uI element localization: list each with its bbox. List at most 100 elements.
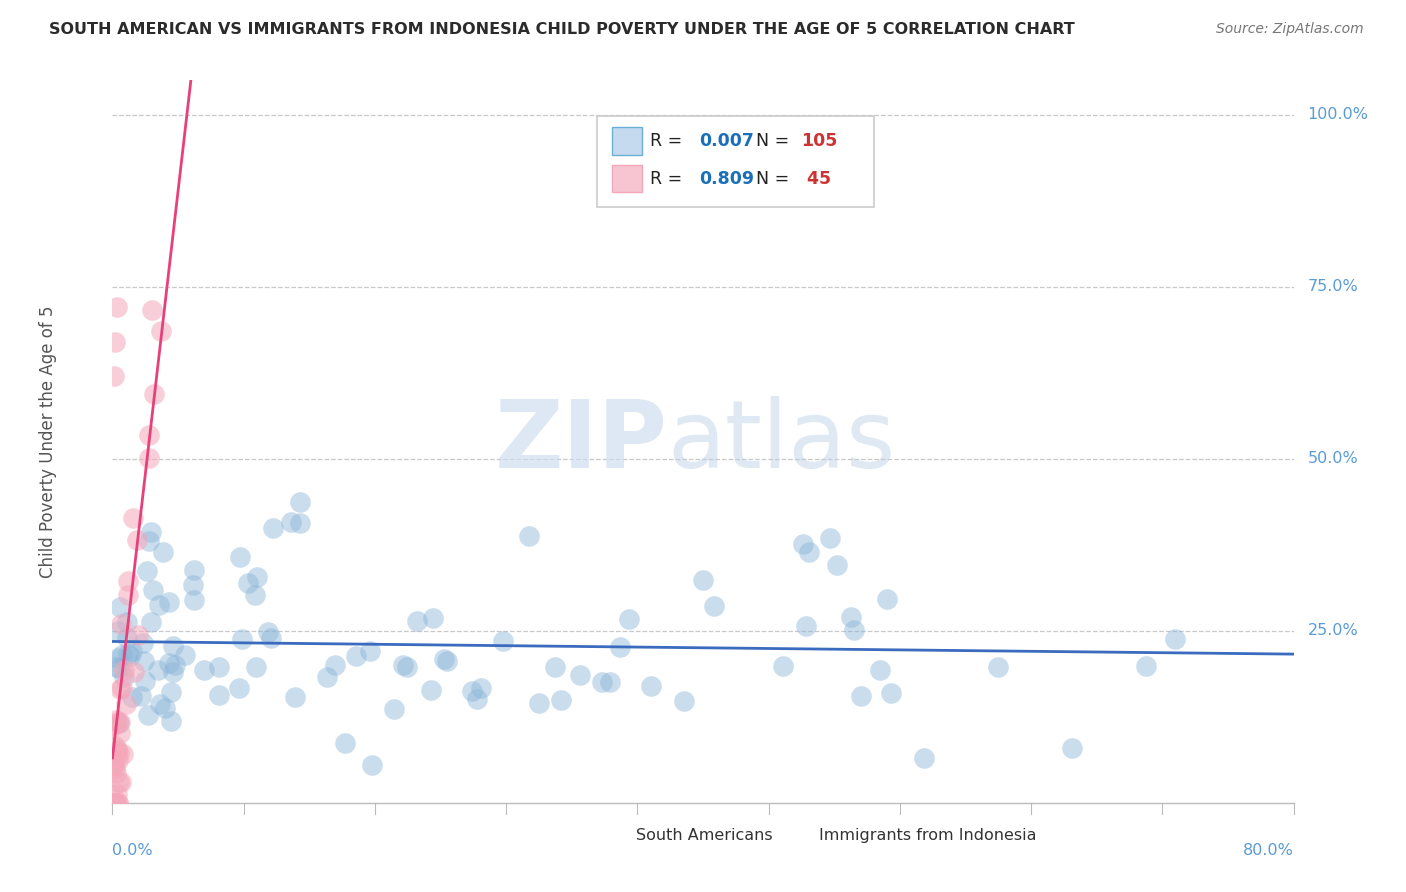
Point [121,690,143,704]
Point [259,631,281,645]
Bar [612,165,641,193]
Point [141,615,163,629]
Point [105,796,128,810]
Point [117,647,139,661]
Text: Child Poverty Under the Age of 5: Child Poverty Under the Age of 5 [38,305,56,578]
Point [174,648,197,662]
Point [208,688,231,702]
Point [987,659,1010,673]
Point [107,775,129,789]
Point [323,658,346,673]
Point [1164,632,1187,647]
Point [138,427,160,442]
Point [108,682,131,697]
Point [127,628,149,642]
Point [103,791,125,805]
Point [157,657,180,671]
Point [236,576,259,591]
Point [118,648,141,663]
Point [117,615,139,629]
Text: Source: ZipAtlas.com: Source: ZipAtlas.com [1216,22,1364,37]
Point [103,757,125,772]
Text: 0.809: 0.809 [699,169,755,187]
Point [163,658,186,673]
Point [470,681,492,695]
Point [138,450,160,465]
Point [405,614,427,628]
Point [1135,658,1157,673]
Point [797,544,820,558]
Point [117,574,139,589]
Point [104,765,127,780]
Point [333,736,356,750]
Point [796,618,818,632]
Point [110,616,132,631]
Point [609,640,631,654]
Point [107,715,129,730]
Point [876,591,898,606]
Point [183,593,205,607]
Text: SOUTH AMERICAN VS IMMIGRANTS FROM INDONESIA CHILD POVERTY UNDER THE AGE OF 5 COR: SOUTH AMERICAN VS IMMIGRANTS FROM INDONE… [49,22,1076,37]
Point [149,324,172,338]
Point [315,670,337,684]
Point [107,741,129,756]
Point [869,663,891,677]
Point [619,612,641,626]
Point [149,697,172,711]
Bar [786,824,811,847]
Point [491,633,513,648]
Point [139,525,162,540]
Point [108,661,131,675]
Point [262,521,284,535]
Point [157,594,180,608]
Point [231,632,253,646]
Point [121,511,143,525]
Point [162,665,184,679]
Point [104,713,127,727]
Point [208,659,231,673]
Point [912,751,935,765]
Point [288,495,311,509]
Point [112,747,135,761]
Point [103,796,125,810]
Point [529,696,551,710]
Point [117,588,139,602]
Point [104,718,127,732]
Point [160,714,183,728]
Point [138,534,160,549]
Point [104,796,127,810]
Point [183,563,205,577]
Text: 105: 105 [801,132,838,150]
Point [103,796,125,810]
Point [1062,740,1084,755]
Point [110,774,132,789]
Point [569,668,592,682]
Point [359,643,381,657]
Point [107,746,129,760]
Point [141,302,163,317]
Point [162,639,184,653]
Text: R =: R = [650,132,688,150]
Point [107,650,129,665]
Text: 100.0%: 100.0% [1308,107,1368,122]
Point [107,715,129,730]
Point [104,334,127,349]
Point [152,545,174,559]
Text: 45: 45 [801,169,831,187]
Point [599,674,621,689]
Point [125,533,148,548]
Point [105,744,128,758]
Point [825,558,848,573]
Point [879,686,901,700]
Point [148,599,170,613]
Point [115,697,138,711]
Text: 25.0%: 25.0% [1308,624,1358,639]
Point [122,665,145,679]
Point [591,675,613,690]
Point [181,577,204,591]
Text: Immigrants from Indonesia: Immigrants from Indonesia [818,828,1036,843]
Text: R =: R = [650,169,688,187]
Text: 80.0%: 80.0% [1243,843,1294,857]
Text: N =: N = [756,132,794,150]
Point [842,624,865,638]
